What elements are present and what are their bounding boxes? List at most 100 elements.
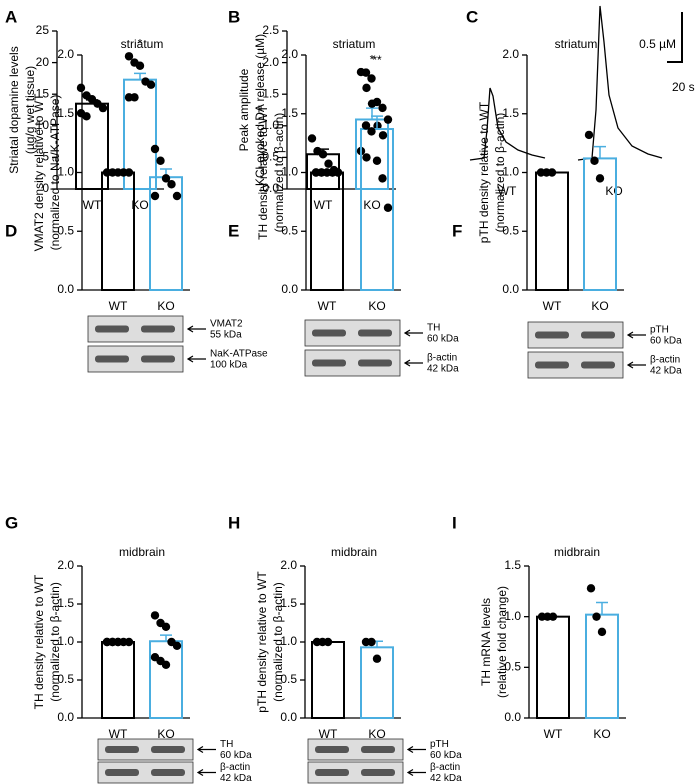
y-tick-label: 2.0 (280, 558, 297, 572)
data-point (161, 660, 171, 669)
data-point (367, 127, 376, 136)
error-bar (366, 107, 378, 120)
y-tick-label: 25 (36, 23, 50, 37)
y-axis-label: Striatal dopamine levels (7, 46, 21, 173)
y-tick-label: 1.0 (57, 634, 74, 648)
error-bar (596, 601, 608, 615)
blot-name: TH (220, 739, 233, 750)
x-tick-label: KO (368, 299, 385, 313)
y-axis-label: (normalized to Na/K-ATPase) (48, 95, 62, 251)
blot-size: 42 kDa (427, 364, 459, 375)
y-axis-label: (µg/g wet tissue) (23, 66, 37, 154)
blot-size: 60 kDa (427, 334, 459, 345)
arrow (626, 331, 646, 339)
y-tick-label: 0 (42, 181, 49, 195)
data-point (150, 144, 160, 154)
data-point (76, 83, 86, 93)
data-point (146, 80, 156, 89)
data-point (548, 612, 558, 621)
panel-letter: G (5, 513, 18, 532)
data-point (124, 52, 134, 61)
panel-letter: I (452, 513, 457, 532)
x-tick-label: WT (318, 299, 337, 313)
x-tick-label: KO (131, 198, 148, 212)
blot-name: pTH (650, 325, 669, 336)
blot-band (151, 769, 185, 776)
y-axis-label: VMAT2 density relative to WT (32, 93, 46, 251)
trace-label: KO (605, 184, 622, 198)
data-point (372, 654, 382, 663)
blot-band (535, 331, 569, 339)
panel-title: striatum (121, 37, 164, 51)
data-point (372, 156, 382, 165)
y-tick-label: 0.5 (57, 223, 74, 237)
panel-title: midbrain (554, 545, 600, 559)
blot-band (358, 329, 392, 337)
data-point (156, 156, 165, 165)
bar (310, 171, 344, 291)
y-tick-label: 0.5 (281, 223, 298, 237)
blot-band (361, 769, 395, 776)
blot-size: 42 kDa (220, 773, 252, 784)
data-point (130, 93, 139, 102)
blot-size: 42 kDa (650, 366, 682, 377)
data-point (361, 68, 371, 77)
bar (101, 171, 135, 291)
y-tick-label: 1.5 (281, 106, 298, 120)
arrow (403, 359, 423, 367)
panel-letter: A (5, 7, 17, 26)
panel-title: striatum (333, 37, 376, 51)
error-bar (160, 634, 172, 642)
blot-band (581, 331, 615, 339)
blot-band (361, 746, 395, 753)
y-tick-label: 1.5 (502, 106, 519, 120)
panel-title: midbrain (331, 545, 377, 559)
y-tick-label: 1.0 (262, 118, 279, 132)
data-point (590, 156, 599, 165)
significance: ** (372, 53, 382, 67)
significance: * (370, 52, 375, 66)
x-tick-label: WT (544, 727, 563, 741)
y-tick-label: 0.5 (504, 660, 521, 674)
bar (535, 171, 569, 291)
scale-y-label: 0.5 µM (639, 37, 676, 51)
blot-size: 100 kDa (210, 360, 248, 371)
data-point (362, 83, 371, 93)
y-axis-label: TH density relative to WT (32, 574, 46, 709)
data-point (378, 103, 387, 113)
data-point (362, 153, 371, 162)
data-point (378, 131, 388, 140)
data-point (124, 637, 134, 647)
significance: * (138, 36, 143, 50)
blot-band (141, 355, 175, 363)
y-tick-label: 5 (42, 150, 49, 164)
error-bar (594, 145, 606, 159)
blot-name: β-actin (430, 762, 460, 773)
data-point (592, 612, 601, 621)
blot-band (358, 359, 392, 367)
y-tick-label: 2.0 (57, 558, 74, 572)
x-tick-label: KO (591, 299, 608, 313)
blot-size: 60 kDa (650, 336, 682, 347)
y-axis-label: TH density relative to WT (256, 104, 270, 239)
scale-bar (667, 12, 683, 63)
arrow (186, 325, 206, 333)
blot-box (97, 738, 194, 761)
y-tick-label: 0.5 (57, 672, 74, 686)
blot-name: β-actin (220, 762, 250, 773)
data-point (324, 159, 333, 168)
data-point (172, 641, 182, 650)
data-point (318, 150, 328, 159)
data-point (584, 130, 594, 140)
x-tick-label: WT (314, 198, 333, 212)
y-tick-label: 0.0 (280, 710, 297, 724)
data-point (124, 168, 134, 177)
data-point (323, 637, 333, 647)
y-axis-label: (normalized to β-actin) (271, 582, 285, 702)
data-point (383, 115, 393, 124)
panel-letter: D (5, 221, 17, 240)
data-point (161, 174, 171, 183)
y-tick-label: 0.5 (262, 150, 279, 164)
data-point (383, 203, 393, 212)
blot-band (315, 746, 349, 753)
